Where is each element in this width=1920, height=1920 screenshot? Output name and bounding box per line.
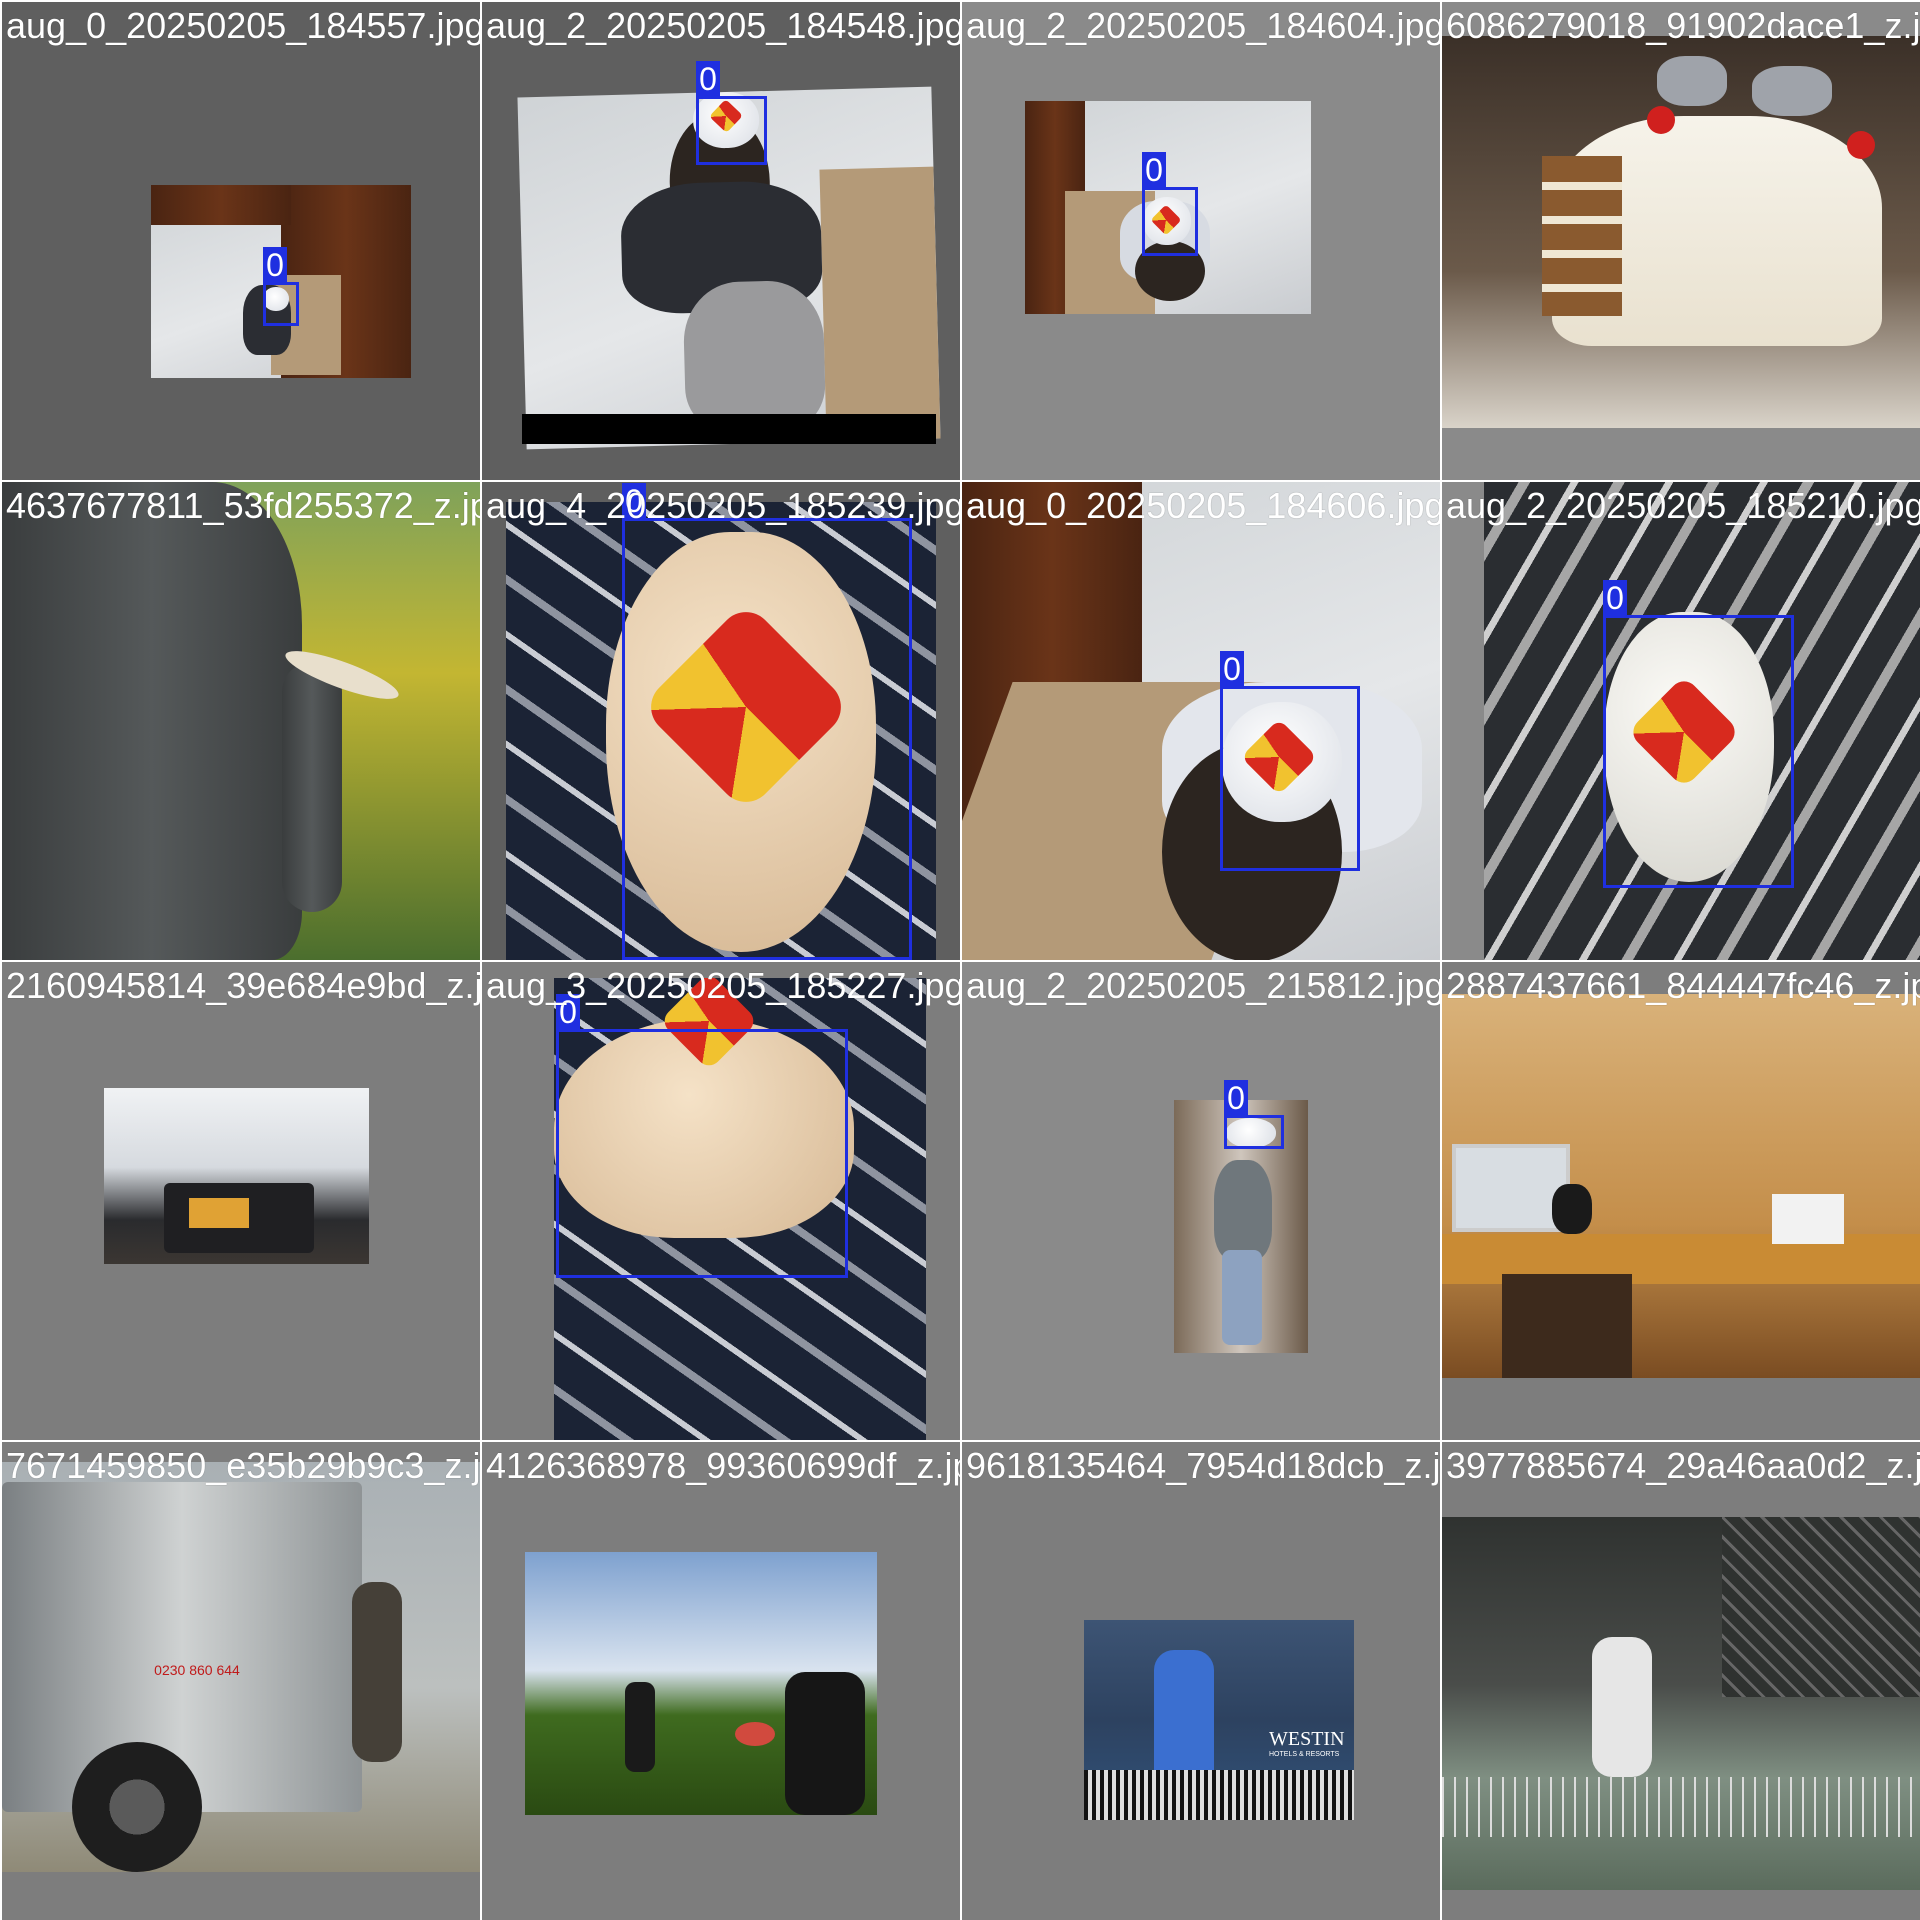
jeans [1222, 1250, 1262, 1345]
truck-wheel [72, 1742, 202, 1872]
tile-filename: 4637677811_53fd255372_z.jpg [6, 485, 480, 526]
strawberry [1847, 131, 1875, 159]
tile-filename: 2160945814_39e684e9bd_z.jpg [6, 965, 480, 1006]
elephant-photo [2, 482, 480, 960]
mosaic-tile: 0 aug_2_20250205_184548.jpg [482, 2, 960, 480]
tile-filename: 6086279018_91902dace1_z.jpg [1446, 5, 1920, 46]
mosaic-tile: 3977885674_29a46aa0d2_z.jpg [1442, 1442, 1920, 1920]
truck-plate-text: 0230 860 644 [154, 1662, 240, 1678]
mosaic-tile: 0230 860 644 7671459850_e35b29b9c3_z.jpg [2, 1442, 480, 1920]
tile-filename: aug_0_20250205_184557.jpg [6, 5, 480, 46]
tile-filename: aug_0_20250205_184606.jpg [966, 485, 1440, 526]
mosaic-tile: 0 aug_3_20250205_185227.jpg [482, 962, 960, 1440]
tile-filename: 2887437661_844447fc46_z.jpg [1446, 965, 1920, 1006]
hippo-figurine [1657, 56, 1727, 106]
tile-filename: aug_4_20250205_185239.jpg [486, 485, 960, 526]
jacket [1214, 1160, 1272, 1260]
mosaic-tile: WESTIN HOTELS & RESORTS 9618135464_7954d… [962, 1442, 1440, 1920]
tile-filename: aug_2_20250205_215812.jpg [966, 965, 1440, 1006]
elephant [2, 482, 302, 960]
cat [1552, 1184, 1592, 1234]
sweatpants [682, 279, 827, 434]
bounding-box: 0 [556, 994, 848, 1278]
mosaic-tile: 4637677811_53fd255372_z.jpg [2, 482, 480, 960]
strawberry [1647, 106, 1675, 134]
bbox-class-label: 0 [1142, 152, 1166, 188]
bounding-box: 0 [1603, 580, 1794, 888]
mosaic-tile: 0 aug_0_20250205_184606.jpg [962, 482, 1440, 960]
park-photo [525, 1552, 877, 1815]
folder [189, 1198, 249, 1228]
mosaic-tile: 0 aug_2_20250205_215812.jpg [962, 962, 1440, 1440]
cap-on-rug-photo [554, 978, 926, 1440]
person [625, 1682, 655, 1772]
mosaic-tile: 2887437661_844447fc46_z.jpg [1442, 962, 1920, 1440]
kitchen-photo [962, 482, 1440, 960]
cake-slice-layers [1542, 156, 1622, 316]
cap-on-rug-photo [1484, 482, 1920, 960]
bbox-class-label: 0 [622, 483, 646, 519]
padding-strip [522, 414, 936, 444]
truck-photo: 0230 860 644 [2, 1462, 480, 1872]
standing-person-photo [1174, 1100, 1308, 1353]
fence [1722, 1517, 1920, 1697]
suitcase-photo [104, 1088, 369, 1264]
cap-on-rug-photo [506, 502, 936, 960]
bbox-class-label: 0 [1220, 651, 1244, 687]
bounding-box: 0 [1220, 651, 1360, 871]
mosaic-tile: 0 aug_2_20250205_184604.jpg [962, 2, 1440, 480]
chair [1502, 1274, 1632, 1378]
bbox-class-label: 0 [1603, 580, 1627, 616]
office-photo [1442, 994, 1920, 1378]
bbox-class-label: 0 [1224, 1080, 1248, 1116]
westin-logo-text: WESTIN [1269, 1728, 1345, 1750]
tile-filename: aug_2_20250205_185210.jpg [1446, 485, 1920, 526]
cap [263, 287, 289, 311]
hair [1135, 241, 1205, 301]
mosaic-tile: 4126368978_99360699df_z.jpg [482, 1442, 960, 1920]
mosaic-tile: 0 aug_0_20250205_184557.jpg [2, 2, 480, 480]
bbox-class-label: 0 [696, 61, 720, 97]
tennis-photo [1442, 1517, 1920, 1890]
tile-filename: aug_2_20250205_184548.jpg [486, 5, 960, 46]
photographer [352, 1582, 402, 1762]
bounding-box: 0 [696, 61, 767, 165]
bounding-box: 0 [1142, 152, 1198, 256]
tennis-photo: WESTIN HOTELS & RESORTS [1084, 1620, 1354, 1820]
bounding-box: 0 [263, 247, 299, 326]
hippo-figurine [1752, 66, 1832, 116]
drum [735, 1722, 775, 1746]
tennis-net [1084, 1770, 1354, 1820]
laptop [1772, 1194, 1844, 1244]
tile-filename: 4126368978_99360699df_z.jpg [486, 1445, 960, 1486]
tennis-net [1442, 1777, 1920, 1837]
tile-filename: aug_2_20250205_184604.jpg [966, 5, 1440, 46]
kitchen-cabinet [151, 185, 291, 225]
bbox-class-label: 0 [263, 247, 287, 283]
elephant-trunk [282, 662, 342, 912]
mosaic-tile: 0 aug_4_20250205_185239.jpg [482, 482, 960, 960]
person [785, 1672, 865, 1815]
westin-sub-text: HOTELS & RESORTS [1269, 1751, 1340, 1758]
tile-filename: aug_3_20250205_185227.jpg [486, 965, 960, 1006]
mosaic-tile: 2160945814_39e684e9bd_z.jpg [2, 962, 480, 1440]
bounding-box: 0 [622, 483, 912, 960]
truck [2, 1482, 362, 1812]
mosaic-tile: 6086279018_91902dace1_z.jpg [1442, 2, 1920, 480]
tile-filename: 9618135464_7954d18dcb_z.jpg [966, 1445, 1440, 1486]
bounding-box: 0 [1224, 1080, 1284, 1149]
kitchen-photo [1025, 101, 1311, 314]
floor-mat [819, 166, 941, 442]
tile-filename: 3977885674_29a46aa0d2_z.jpg [1446, 1445, 1920, 1486]
cake-photo [1442, 36, 1920, 428]
monitor [1452, 1144, 1570, 1232]
tile-filename: 7671459850_e35b29b9c3_z.jpg [6, 1445, 480, 1486]
bbox-class-label: 0 [556, 994, 580, 1030]
mosaic-tile: 0 aug_2_20250205_185210.jpg [1442, 482, 1920, 960]
kitchen-photo [151, 185, 411, 378]
tennis-player [1592, 1637, 1652, 1777]
cap [1226, 1118, 1276, 1148]
